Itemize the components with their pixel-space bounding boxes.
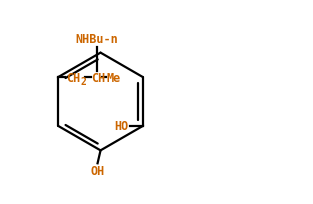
Text: NHBu-n: NHBu-n (75, 33, 118, 46)
Text: CH: CH (66, 71, 80, 84)
Text: Me: Me (107, 71, 121, 84)
Text: HO: HO (115, 120, 129, 133)
Text: 2: 2 (80, 76, 86, 86)
Text: OH: OH (90, 164, 105, 177)
Text: CH: CH (91, 71, 106, 84)
